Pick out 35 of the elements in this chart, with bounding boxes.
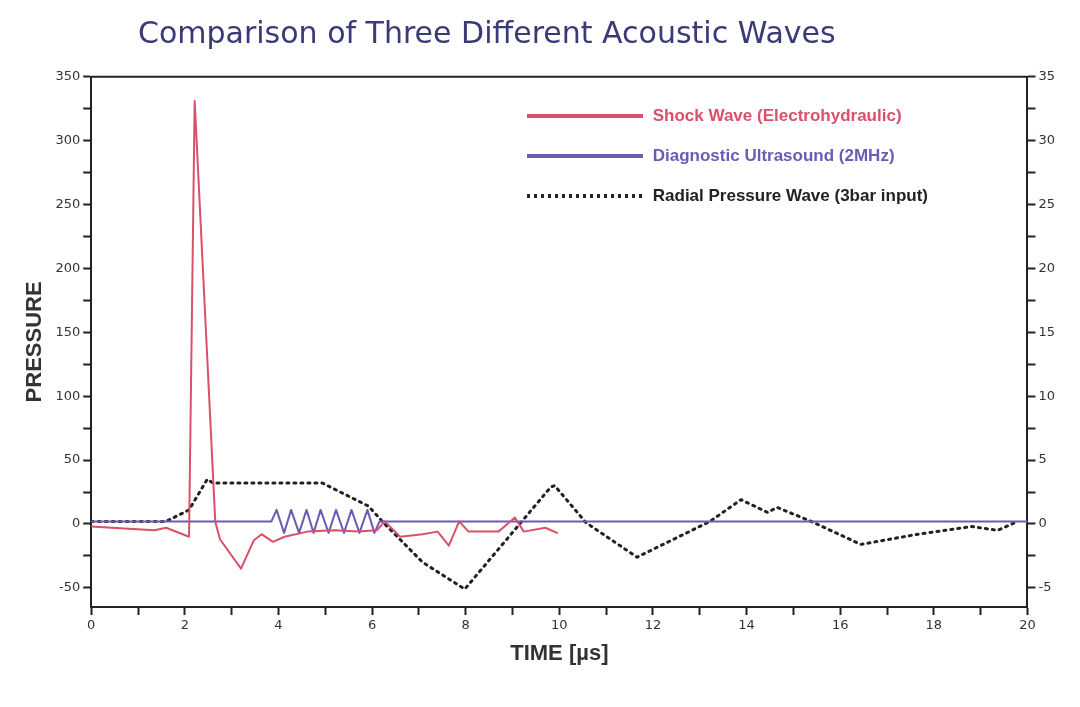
y-tick-label: 0	[71, 515, 81, 531]
chart-title: Comparison of Three Different Acoustic Waves	[137, 14, 837, 52]
y2-tick-label: 20	[1038, 259, 1055, 275]
y2-tick-label: 15	[1038, 323, 1055, 339]
x-tick-label: 6	[367, 617, 377, 633]
y-tick-label: 250	[55, 195, 81, 211]
y-tick-label: -50	[58, 579, 81, 595]
y2-tick-label: 35	[1038, 68, 1055, 84]
y-tick-label: 350	[55, 68, 81, 84]
y2-tick-label: 30	[1038, 132, 1055, 148]
x-tick-label: 0	[87, 617, 96, 633]
x-tick-label: 14	[738, 617, 755, 633]
y-tick-label: 100	[55, 387, 81, 403]
text: Radial Pressure Wave (3bar input)	[652, 186, 928, 206]
y2-tick-label: 10	[1038, 387, 1055, 403]
y2-tick-label: 0	[1038, 515, 1047, 531]
x-tick-label: 12	[644, 617, 662, 633]
y-tick-label: 50	[63, 451, 81, 467]
x-tick-label: 10	[551, 617, 568, 633]
x-tick-label: 16	[831, 617, 849, 633]
x-tick-label: 18	[925, 617, 943, 633]
y2-tick-label: 5	[1038, 451, 1047, 467]
y2-tick-label: 25	[1038, 195, 1055, 211]
y2-tick-label: -5	[1038, 579, 1052, 595]
x-axis-title: TIME [µs]	[510, 639, 609, 665]
y-tick-label: 150	[55, 323, 81, 339]
y-tick-label: 200	[55, 259, 81, 275]
x-tick-label: 8	[461, 617, 470, 633]
text: Diagnostic Ultrasound (2MHz)	[652, 146, 895, 166]
text: Shock Wave (Electrohydraulic)	[652, 106, 902, 126]
x-tick-label: 4	[274, 617, 283, 633]
x-tick-label: 20	[1019, 617, 1036, 633]
y-tick-label: 300	[55, 132, 81, 148]
x-tick-label: 2	[180, 617, 189, 633]
y-axis-title: PRESSURE	[21, 281, 47, 403]
